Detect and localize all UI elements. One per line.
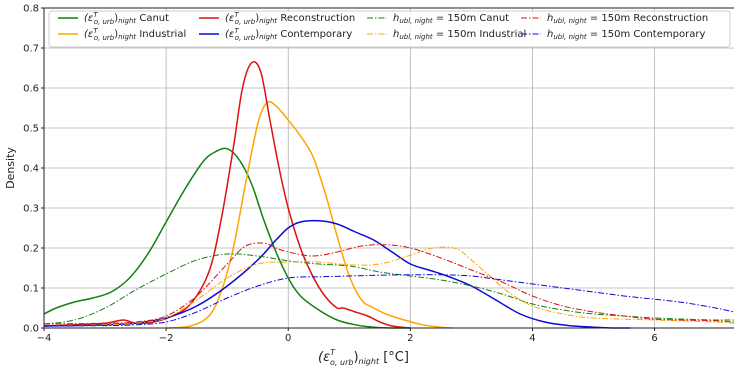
legend-label: hubl, night = 150m Reconstruction	[547, 13, 708, 25]
x-tick-label: −4	[37, 333, 52, 344]
y-axis-label: Density	[4, 147, 17, 189]
y-tick-label: 0.8	[23, 4, 39, 15]
y-tick-label: 0.0	[23, 324, 39, 335]
x-axis-label: (εT o, urb)night [°C]	[318, 348, 409, 367]
series-line-h-contemporary	[43, 274, 734, 327]
legend-label: hubl, night = 150m Industrial	[393, 29, 526, 41]
y-tick-label: 0.1	[23, 284, 39, 295]
series-line-eps-contemporary	[43, 219, 631, 329]
series-line-h-reconstruction	[43, 242, 734, 325]
x-tick-label: 2	[407, 333, 413, 344]
y-tick-label: 0.2	[23, 244, 39, 255]
legend-label: (εT o, urb)night Reconstruction	[225, 11, 355, 26]
series-line-eps-industrial	[166, 100, 454, 329]
x-tick-label: 4	[529, 333, 535, 344]
tick-labels: −4 −2 0 2 4 6 0.0 0.1 0.2 0.3 0.4 0.5 0.6 0.7 0.8	[23, 4, 658, 345]
legend-label: (εT o, urb)night Industrial	[84, 27, 186, 42]
legend: (εT o, urb)night Canut(εT o, urb)night Ind…	[48, 10, 731, 48]
y-tick-label: 0.5	[23, 124, 39, 135]
series-line-eps-canut	[43, 147, 411, 329]
y-tick-label: 0.6	[23, 84, 39, 95]
y-tick-label: 0.3	[23, 204, 39, 215]
legend-label: (εT o, urb)night Contemporary	[225, 27, 352, 42]
y-tick-label: 0.4	[23, 164, 39, 175]
series-line-h-industrial	[43, 246, 734, 327]
axes	[41, 7, 734, 331]
legend-label: (εT o, urb)night Canut	[84, 11, 169, 26]
grid	[43, 7, 734, 329]
x-tick-label: 0	[285, 333, 291, 344]
series-layer	[43, 61, 734, 329]
x-tick-label: 6	[651, 333, 657, 344]
legend-box	[48, 10, 731, 48]
series-line-h-canut	[43, 253, 734, 325]
y-tick-label: 0.7	[23, 44, 39, 55]
legend-label: hubl, night = 150m Contemporary	[547, 29, 705, 41]
x-tick-label: −2	[159, 333, 174, 344]
legend-label: hubl, night = 150m Canut	[393, 13, 509, 25]
